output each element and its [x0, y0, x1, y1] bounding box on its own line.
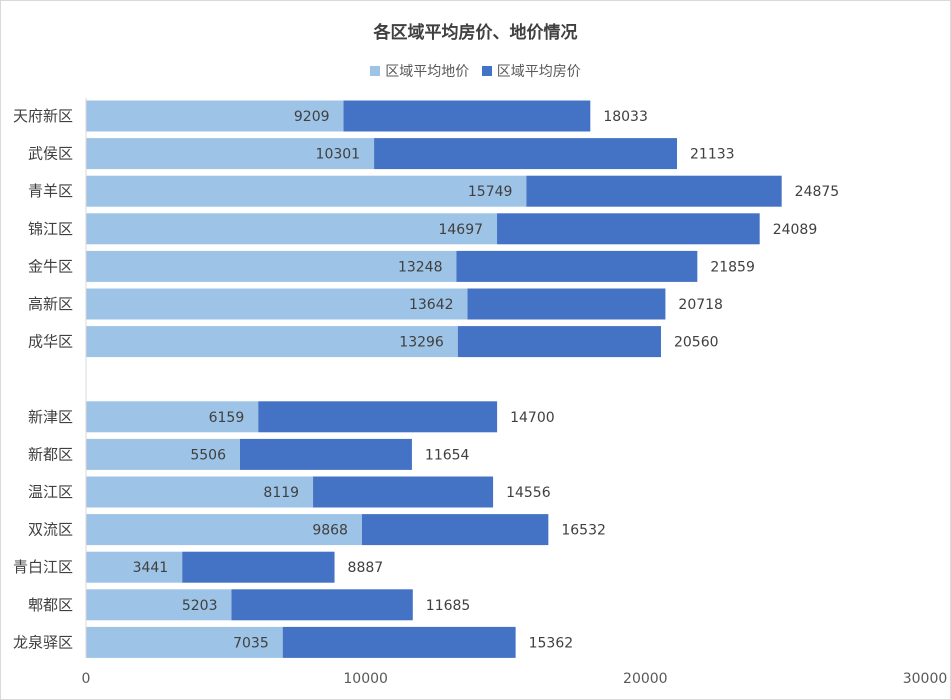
bar-land-青白江区: [86, 551, 183, 583]
bar-land-新都区: [86, 438, 240, 470]
data-label-land: 9868: [312, 523, 348, 539]
chart-title: 各区域平均房价、地价情况: [373, 23, 578, 43]
category-label: 新都区: [28, 445, 73, 463]
bar-house-双流区: [361, 514, 549, 546]
data-label-house: 15362: [529, 635, 574, 651]
bar-land-龙泉驿区: [86, 626, 283, 658]
data-label-house: 16532: [561, 523, 606, 539]
category-label: 天府新区: [13, 107, 73, 125]
bar-house-郫都区: [231, 589, 413, 621]
category-label: 金牛区: [28, 257, 73, 275]
legend-item-house: 区域平均房价: [481, 61, 581, 81]
bar-land-锦江区: [86, 213, 498, 245]
bar-house-温江区: [313, 476, 494, 508]
data-label-house: 14700: [510, 410, 555, 426]
data-label-house: 20560: [674, 335, 719, 351]
bar-house-高新区: [467, 288, 666, 320]
data-label-land: 9209: [294, 109, 330, 125]
chart-legend: 区域平均地价 区域平均房价: [0, 61, 951, 81]
data-label-house: 20718: [678, 297, 723, 313]
data-label-land: 3441: [133, 560, 169, 576]
bar-house-青白江区: [182, 551, 335, 583]
bar-land-温江区: [86, 476, 314, 508]
bar-land-武侯区: [86, 138, 375, 170]
data-label-land: 13642: [409, 297, 454, 313]
data-label-house: 11654: [425, 447, 470, 463]
data-label-house: 24875: [795, 184, 840, 200]
legend-swatch-land: [370, 66, 381, 76]
bar-house-金牛区: [456, 250, 698, 282]
data-label-land: 7035: [233, 635, 269, 651]
bar-land-金牛区: [86, 250, 457, 282]
x-tick-label: 10000: [343, 671, 388, 687]
bar-land-青羊区: [86, 175, 527, 207]
data-label-land: 15749: [468, 184, 513, 200]
legend-label-house: 区域平均房价: [496, 64, 581, 80]
x-tick-label: 30000: [903, 671, 948, 687]
data-label-land: 13248: [398, 259, 443, 275]
category-label: 龙泉驿区: [13, 633, 73, 651]
category-label: 郫都区: [28, 596, 73, 614]
bar-house-锦江区: [497, 213, 760, 245]
x-tick-label: 0: [82, 671, 91, 687]
category-label: 新津区: [28, 408, 73, 426]
data-label-land: 5506: [190, 447, 226, 463]
bar-land-高新区: [86, 288, 468, 320]
data-label-house: 24089: [773, 222, 818, 238]
data-label-house: 8887: [348, 560, 384, 576]
data-label-house: 11685: [426, 598, 471, 614]
category-label: 高新区: [28, 295, 73, 313]
bar-land-新津区: [86, 401, 259, 433]
bar-land-双流区: [86, 514, 362, 546]
data-label-land: 10301: [316, 147, 361, 163]
data-label-house: 21133: [690, 147, 735, 163]
category-label: 温江区: [28, 483, 73, 501]
bar-land-天府新区: [86, 100, 344, 132]
bar-house-青羊区: [526, 175, 782, 207]
bar-house-武侯区: [374, 138, 678, 170]
bar-house-天府新区: [343, 100, 591, 132]
bar-house-龙泉驿区: [282, 626, 516, 658]
category-label: 武侯区: [28, 145, 73, 163]
data-label-land: 8119: [263, 485, 299, 501]
category-label: 锦江区: [28, 220, 73, 238]
data-label-house: 18033: [603, 109, 648, 125]
data-label-land: 13296: [399, 335, 444, 351]
x-tick-label: 20000: [623, 671, 668, 687]
data-label-land: 6159: [209, 410, 245, 426]
bar-land-成华区: [86, 326, 458, 358]
bar-house-新都区: [239, 438, 412, 470]
category-label: 双流区: [28, 521, 73, 539]
data-label-land: 14697: [438, 222, 483, 238]
data-label-house: 14556: [506, 485, 551, 501]
category-label: 青羊区: [28, 182, 73, 200]
legend-swatch-house: [481, 66, 492, 76]
category-label: 成华区: [28, 333, 73, 351]
bar-land-郫都区: [86, 589, 232, 621]
legend-label-land: 区域平均地价: [385, 64, 470, 80]
category-label: 青白江区: [13, 558, 73, 576]
data-label-house: 21859: [710, 259, 755, 275]
data-label-land: 5203: [182, 598, 218, 614]
bar-house-新津区: [258, 401, 498, 433]
legend-item-land: 区域平均地价: [370, 61, 469, 81]
bar-house-成华区: [457, 326, 661, 358]
